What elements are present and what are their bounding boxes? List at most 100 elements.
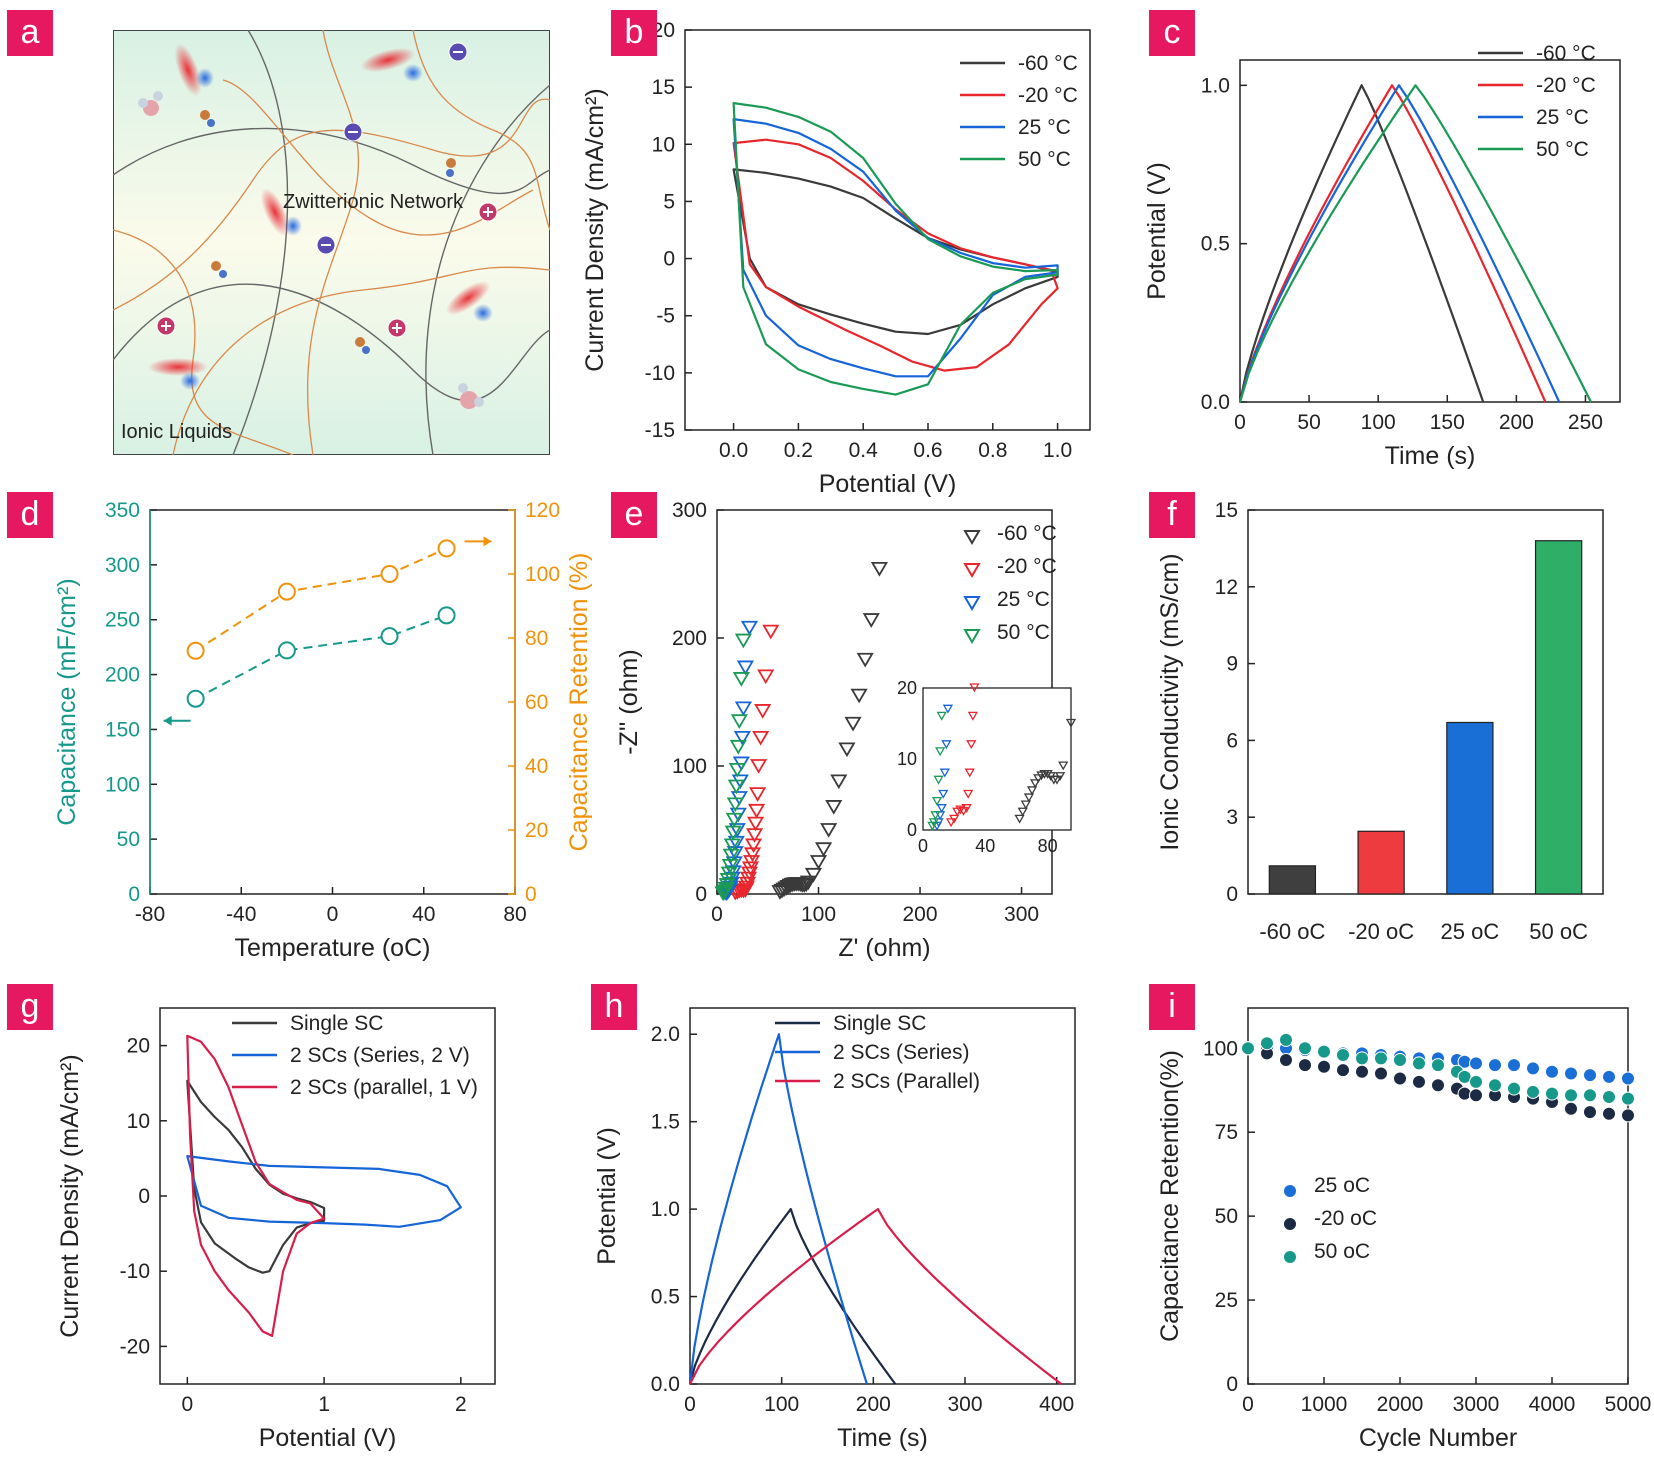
backbone-curve — [113, 127, 550, 194]
zwitterion-chain — [172, 266, 550, 455]
x-tick-label: 300 — [1004, 903, 1039, 926]
data-point — [1431, 1058, 1445, 1073]
x-axis-label: Time (s) — [1385, 442, 1476, 470]
data-point — [752, 730, 770, 746]
data-point — [1431, 1078, 1445, 1093]
data-point — [1621, 1071, 1635, 1086]
data-point — [762, 624, 780, 640]
data-point — [1469, 1074, 1483, 1089]
data-point — [1602, 1069, 1616, 1084]
data-point — [733, 730, 751, 746]
data-point — [186, 641, 205, 660]
cv-curve — [186, 1034, 326, 1337]
data-point — [775, 882, 793, 898]
data-point — [777, 881, 795, 897]
data-point — [1545, 1064, 1559, 1079]
data-point — [1355, 1051, 1369, 1066]
panel-label-d: d — [7, 492, 53, 538]
data-point — [437, 606, 456, 625]
inset-point — [939, 768, 950, 778]
x-tick-label: -40 — [226, 903, 256, 926]
legend-entry: 25 oC — [1314, 1174, 1370, 1197]
y-tick-label: 20 — [127, 1035, 150, 1058]
data-point — [1336, 1048, 1350, 1062]
data-point — [1621, 1091, 1635, 1106]
y-tick-label: 100 — [105, 773, 140, 796]
y-tick-label: -10 — [645, 362, 675, 385]
x-tick-label: 150 — [1430, 411, 1465, 434]
y-tick-label: 1.5 — [651, 1111, 680, 1134]
zwitterion-chain — [412, 30, 550, 231]
x-tick-label: 400 — [1039, 1393, 1074, 1416]
y-tick-label: 1.0 — [1201, 74, 1230, 97]
data-point — [1507, 1058, 1521, 1073]
data-point — [825, 800, 843, 815]
inset-point — [928, 818, 940, 828]
y-tick-label: 0 — [1226, 883, 1238, 906]
inset-point — [930, 811, 941, 821]
data-point — [754, 704, 772, 719]
y-axis-label: Current Density (mA/cm²) — [56, 1054, 84, 1337]
legend-entry: 2 SCs (parallel, 1 V) — [290, 1076, 478, 1099]
gcd-curve — [688, 1208, 897, 1385]
data-point — [1374, 1066, 1388, 1081]
data-point — [718, 878, 736, 893]
legend-entry: -20 °C — [997, 555, 1057, 578]
inset-point — [1065, 718, 1077, 728]
plot-frame-d — [149, 509, 516, 895]
inset-x-tick-label: 40 — [975, 836, 995, 856]
network-label: Zwitterionic Network — [283, 191, 464, 213]
backbone-curve — [425, 84, 550, 455]
x-tick-label: 0.8 — [978, 439, 1007, 462]
atom-pairs — [200, 110, 456, 354]
legend-entry: 2 SCs (Series, 2 V) — [290, 1044, 470, 1067]
inset-point — [1030, 779, 1041, 789]
legend-marker — [963, 530, 981, 545]
gcd-curve — [688, 1033, 868, 1385]
inset-point — [942, 704, 954, 714]
plot-frame-c — [1239, 59, 1621, 403]
data-point — [1355, 1064, 1369, 1079]
x-tick-label: 0.2 — [784, 439, 813, 462]
series-line — [195, 614, 447, 700]
panel-label-c: c — [1149, 10, 1195, 56]
data-point — [757, 669, 775, 685]
data-point — [1526, 1084, 1540, 1099]
inset-point — [967, 711, 978, 721]
zwitterion-chain — [113, 98, 550, 311]
data-point — [724, 825, 742, 841]
data-point — [380, 565, 399, 583]
data-point — [277, 641, 296, 660]
y-tick-label-right: 100 — [525, 563, 560, 586]
x-tick-label: 0 — [1242, 1393, 1254, 1416]
y-tick-label: -10 — [120, 1260, 150, 1283]
data-point — [1564, 1088, 1578, 1103]
inset-point — [969, 683, 980, 693]
chart-h: 0 100 200 300 400 0.0 0.5 1.0 1.5 2.0 Time (s) Pote… — [593, 1007, 1076, 1452]
data-point — [1412, 1056, 1426, 1071]
y-tick-label: 1.0 — [651, 1198, 680, 1221]
data-point — [1457, 1086, 1472, 1101]
data-point — [727, 835, 745, 851]
data-point — [741, 861, 760, 877]
x-tick-label: 80 — [503, 903, 526, 926]
inset-point — [933, 775, 944, 785]
data-point — [809, 855, 828, 870]
x-tick-label: 0 — [684, 1393, 696, 1416]
inset-point — [1054, 772, 1066, 782]
chart-d: -80 -40 0 40 80050100150200250300350Temperat… — [53, 499, 593, 962]
y-axis-label: Ionic Conductivity (mS/cm) — [1156, 553, 1184, 850]
panel-label-e: e — [611, 492, 657, 538]
x-tick-label: 2 — [455, 1393, 467, 1416]
x-tick-label: 100 — [1361, 411, 1396, 434]
data-point — [1298, 1041, 1312, 1056]
data-point — [804, 867, 823, 883]
legend-marker — [963, 629, 981, 644]
chart-f: 0 3 6 9 12 15 Ionic Conductivity (mS/cm) -60 oC… — [1156, 499, 1604, 944]
plot-frame-b — [684, 29, 1091, 431]
legend-entry: -20 °C — [1536, 74, 1596, 97]
data-point — [1583, 1068, 1597, 1083]
category-label: -20 oC — [1348, 919, 1414, 944]
data-point — [740, 866, 759, 882]
legend-marker — [1284, 1218, 1296, 1230]
